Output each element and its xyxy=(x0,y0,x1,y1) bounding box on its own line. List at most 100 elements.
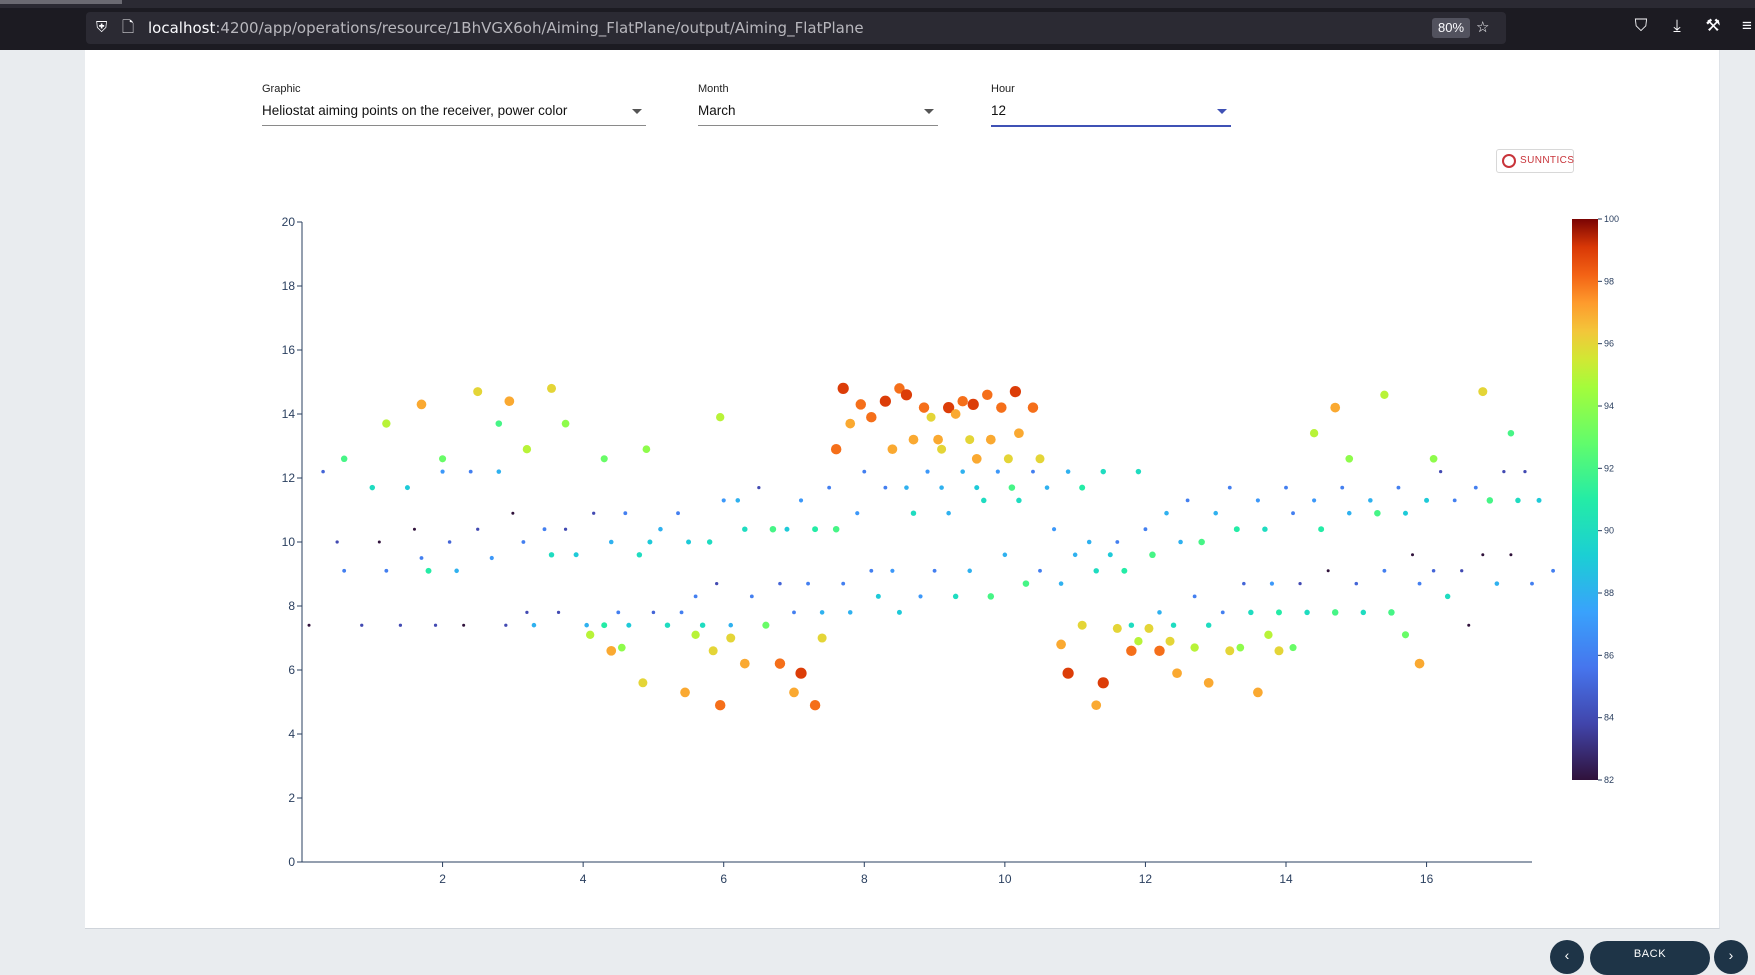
aiming-point xyxy=(307,623,311,627)
aiming-point xyxy=(439,455,447,463)
aiming-point xyxy=(762,621,770,629)
aiming-point xyxy=(1022,580,1030,587)
y-tick-label: 10 xyxy=(282,535,296,549)
aiming-point xyxy=(522,445,532,454)
aiming-point xyxy=(817,633,827,643)
aiming-point xyxy=(1460,569,1464,573)
aiming-point xyxy=(547,383,557,393)
aiming-point xyxy=(584,622,589,628)
aiming-point xyxy=(1031,469,1035,474)
power-colorbar: 82 84 86 88 90 92 94 96 98 100 xyxy=(1572,214,1619,785)
aiming-point xyxy=(1331,609,1339,616)
url-text[interactable]: localhost:4200/app/operations/resource/1… xyxy=(148,19,864,37)
aiming-point xyxy=(416,399,427,410)
hour-label: Hour xyxy=(991,83,1015,95)
y-tick-label: 16 xyxy=(282,343,296,357)
next-button[interactable]: › xyxy=(1714,940,1748,974)
aiming-point xyxy=(1115,540,1120,544)
aiming-point xyxy=(369,484,376,491)
tab-strip xyxy=(0,0,1755,8)
address-bar[interactable]: ⛨ 🗋 localhost:4200/app/operations/resour… xyxy=(86,12,1506,44)
aiming-point xyxy=(726,633,736,643)
aiming-point xyxy=(943,401,955,414)
aiming-point xyxy=(1203,677,1214,688)
aiming-point xyxy=(1486,497,1494,504)
aiming-point xyxy=(1009,385,1022,398)
aiming-point xyxy=(1233,526,1240,533)
aiming-point xyxy=(904,485,909,490)
prev-button[interactable]: ‹ xyxy=(1550,940,1584,974)
month-select[interactable]: Month March xyxy=(698,83,938,126)
aiming-point xyxy=(419,556,424,560)
aiming-point xyxy=(404,485,410,491)
aiming-point xyxy=(473,387,483,397)
aiming-point xyxy=(1038,568,1042,573)
aiming-point xyxy=(837,382,849,395)
aiming-point xyxy=(548,552,555,558)
aiming-point xyxy=(1014,428,1024,439)
aiming-point xyxy=(1100,468,1106,475)
aiming-point xyxy=(489,555,494,561)
aiming-point xyxy=(742,526,748,532)
back-button[interactable]: BACK xyxy=(1590,941,1710,975)
graphic-select[interactable]: Graphic Heliostat aiming points on the r… xyxy=(262,83,646,126)
aiming-point xyxy=(691,630,700,639)
aiming-point xyxy=(425,567,432,574)
hour-value[interactable]: 12 xyxy=(991,101,1231,127)
aiming-point xyxy=(827,485,832,490)
aiming-point xyxy=(1396,485,1401,490)
pocket-icon[interactable]: ⛉ xyxy=(1634,16,1648,35)
graphic-label: Graphic xyxy=(262,83,301,95)
hour-select[interactable]: Hour 12 xyxy=(991,83,1231,127)
aiming-point xyxy=(1253,687,1263,698)
page-info-icon[interactable]: 🗋 xyxy=(122,19,135,36)
chevron-down-icon[interactable] xyxy=(632,109,642,114)
aiming-point xyxy=(721,498,726,503)
aiming-point xyxy=(1346,510,1352,516)
aiming-point xyxy=(1264,630,1273,639)
aiming-point xyxy=(531,622,537,628)
aiming-point xyxy=(1107,552,1113,558)
aiming-point xyxy=(869,568,874,573)
menu-icon[interactable]: ≡ xyxy=(1742,16,1752,35)
aiming-point xyxy=(384,568,389,573)
aiming-point xyxy=(1424,497,1430,503)
aiming-point xyxy=(1091,700,1102,711)
aiming-point xyxy=(1274,646,1284,656)
wrench-icon[interactable]: ⚒ xyxy=(1705,16,1721,35)
aiming-point xyxy=(1507,429,1515,437)
aiming-point xyxy=(757,485,761,490)
aiming-point xyxy=(1515,497,1521,504)
aiming-point xyxy=(933,434,943,445)
bookmark-star-icon[interactable]: ☆ xyxy=(1476,19,1490,36)
aiming-point xyxy=(1192,594,1197,599)
aiming-point xyxy=(1354,581,1359,586)
chevron-down-icon[interactable] xyxy=(1217,109,1227,114)
aiming-point xyxy=(1165,636,1175,646)
aiming-point xyxy=(957,395,968,407)
zoom-indicator[interactable]: 80% xyxy=(1432,18,1471,38)
download-icon[interactable]: ⤓ xyxy=(1673,16,1681,35)
graphic-value[interactable]: Heliostat aiming points on the receiver,… xyxy=(262,101,646,126)
aiming-point xyxy=(447,540,452,544)
x-tick-label: 10 xyxy=(998,872,1012,886)
aiming-point xyxy=(1205,622,1212,628)
aiming-point xyxy=(1003,454,1013,464)
y-tick-label: 18 xyxy=(282,279,296,293)
aiming-point xyxy=(525,610,529,615)
aiming-point xyxy=(1213,510,1218,516)
aiming-point xyxy=(1056,639,1066,650)
month-value[interactable]: March xyxy=(698,101,938,126)
aiming-point xyxy=(638,678,648,688)
aiming-point xyxy=(468,469,473,474)
aiming-point xyxy=(1523,469,1527,474)
active-tab-indicator[interactable] xyxy=(0,0,122,4)
y-tick-label: 2 xyxy=(288,791,295,805)
shield-icon[interactable]: ⛨ xyxy=(96,19,108,36)
x-tick-label: 4 xyxy=(580,872,587,886)
aiming-point xyxy=(1340,485,1345,490)
aiming-point xyxy=(1198,538,1205,546)
chevron-down-icon[interactable] xyxy=(924,109,934,114)
aiming-point xyxy=(647,539,653,545)
aiming-point xyxy=(521,540,526,544)
